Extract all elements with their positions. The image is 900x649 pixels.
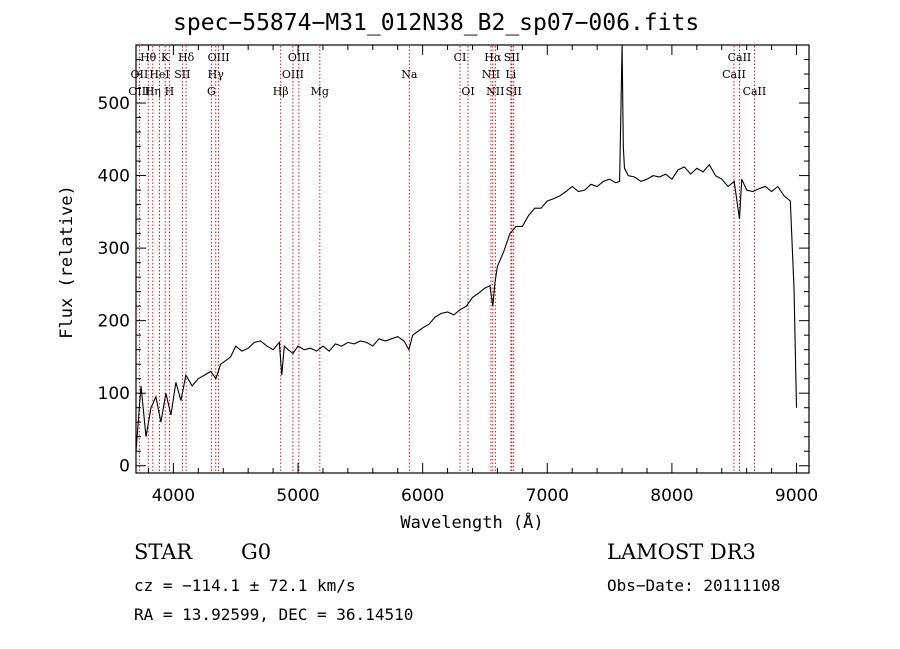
line-marker-label: Hθ [140, 51, 157, 64]
y-tick-label: 400 [98, 167, 130, 187]
line-marker-label: Hβ [273, 85, 289, 98]
line-marker-label: H [165, 85, 175, 98]
y-tick-label: 0 [119, 457, 130, 477]
line-marker-label: OII [131, 68, 149, 81]
line-marker-label: Hδ [178, 51, 195, 64]
line-marker-label: Li [505, 68, 516, 81]
y-tick-label: 200 [98, 312, 130, 332]
line-marker-label: NII [486, 85, 504, 98]
object-class: STAR [134, 540, 193, 564]
x-axis-label: Wavelength (Å) [400, 511, 543, 533]
line-marker-label: OIII [288, 51, 310, 64]
y-axis-label: Flux (relative) [57, 185, 77, 339]
line-marker-label: Hα [484, 51, 502, 64]
y-axis-ticks: 0 100 200 300 400 500 [98, 59, 809, 477]
line-marker-label: OIII [128, 85, 150, 98]
line-marker-label: OIII [208, 51, 230, 64]
line-marker-label: G [207, 85, 216, 98]
coordinates: RA = 13.92599, DEC = 36.14510 [134, 605, 414, 624]
line-marker-label: OI [461, 85, 474, 98]
redshift-line: cz = −114.1 ± 72.1 km/s [134, 576, 356, 595]
x-axis-ticks: 4000 5000 6000 7000 8000 9000 [147, 45, 818, 506]
plot-frame [135, 44, 810, 474]
line-marker-label: SII [504, 51, 520, 64]
line-marker-label: Mg [311, 85, 329, 98]
x-tick-label: 5000 [276, 486, 319, 506]
line-marker-label: CI [454, 51, 467, 64]
line-marker-label: CaII [728, 51, 752, 64]
line-marker-label: SII [506, 85, 522, 98]
line-marker-layer [138, 46, 755, 472]
observation-date: Obs−Date: 20111108 [607, 576, 781, 595]
x-tick-label: 8000 [650, 486, 693, 506]
y-tick-label: 100 [98, 384, 130, 404]
chart-title: spec−55874−M31_012N38_B2_sp07−006.fits [173, 10, 700, 36]
line-marker-label: Hγ [208, 68, 225, 81]
line-marker-label: NII [482, 68, 500, 81]
y-tick-label: 300 [98, 239, 130, 259]
line-marker-label: SII [174, 68, 190, 81]
line-marker-label: Na [401, 68, 418, 81]
line-marker-label: HeI [149, 68, 169, 81]
line-marker-label: Hη [145, 85, 161, 98]
x-tick-label: 6000 [401, 486, 444, 506]
y-tick-label: 500 [98, 94, 130, 114]
x-tick-label: 4000 [152, 486, 195, 506]
line-marker-label: K [161, 51, 170, 64]
line-marker-label: CaII [722, 68, 746, 81]
spectrum-line [135, 44, 798, 452]
line-marker-label: OIII [282, 68, 304, 81]
line-marker-label: CaII [743, 85, 767, 98]
x-tick-label: 9000 [775, 486, 818, 506]
subclass: G0 [241, 540, 272, 564]
x-tick-label: 7000 [526, 486, 569, 506]
survey-name: LAMOST DR3 [607, 540, 756, 564]
